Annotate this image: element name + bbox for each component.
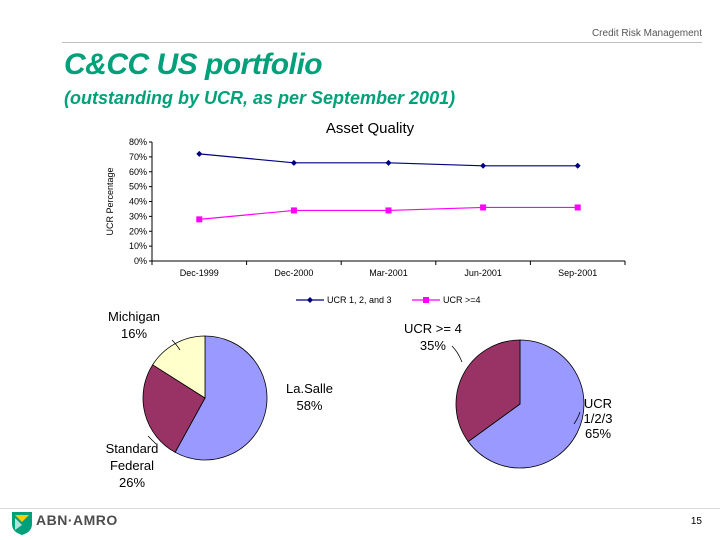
header-section-label: Credit Risk Management <box>591 28 702 39</box>
y-tick-label: 80% <box>129 137 147 147</box>
pie2-label-ucr123: UCR 1/2/3 65% <box>582 396 614 441</box>
line-chart-ylabel: UCR Percentage <box>105 167 115 235</box>
series-2-point <box>574 204 581 211</box>
slide-subtitle: (outstanding by UCR, as per September 20… <box>64 88 456 108</box>
x-tick-label: Dec-2000 <box>274 268 313 278</box>
pie1-leader-standard-federal <box>147 435 157 445</box>
pie1-slice-standard-federal <box>142 364 206 453</box>
series-2-point <box>480 204 487 211</box>
x-tick-label: Sep-2001 <box>558 268 597 278</box>
pie2-leader-ucr123 <box>573 411 581 425</box>
series-1-point <box>385 159 392 166</box>
legend-label-1: UCR 1, 2, and 3 <box>327 295 392 305</box>
slide-title: C&CC US portfolio <box>64 48 323 81</box>
abn-amro-shield-icon <box>12 512 32 535</box>
asset-quality-line-chart: Asset Quality UCR Percentage 0% 10% 20% 30% 40… <box>105 120 626 305</box>
y-tick-label: 30% <box>129 211 147 221</box>
series-1-point <box>574 162 581 169</box>
x-tick-label: Jun-2001 <box>464 268 502 278</box>
header-divider <box>62 42 702 43</box>
pie1-label-lasalle: La.Salle 58% <box>286 380 333 414</box>
pie2-label-ucr4: UCR >= 4 35% <box>404 320 462 354</box>
pie1-label-lasalle-value: 58% <box>296 398 323 413</box>
pie-chart-by-ucr <box>451 339 585 469</box>
y-tick-label: 60% <box>129 167 147 177</box>
page-number: 15 <box>690 516 702 527</box>
y-tick-label: 0% <box>134 256 147 266</box>
pie2-leader-ucr4 <box>451 345 463 363</box>
series-1-point <box>480 162 487 169</box>
y-tick-label: 50% <box>129 182 147 192</box>
pie1-label-standard-federal-value: 26% <box>118 475 146 490</box>
series-2-point <box>385 207 392 214</box>
pie2-label-ucr123-value: 65% <box>584 426 612 441</box>
pie1-label-standard-federal: Standard Federal 26% <box>98 440 166 491</box>
pie1-slice-la-salle <box>174 335 268 461</box>
pie2-label-ucr4-value: 35% <box>419 338 446 353</box>
y-tick-label: 70% <box>129 152 147 162</box>
legend-marker-1 <box>307 297 313 303</box>
legend-marker-2 <box>423 297 429 303</box>
series-2-point <box>196 216 203 223</box>
y-tick-label: 20% <box>129 226 147 236</box>
x-tick-label: Mar-2001 <box>369 268 408 278</box>
pie1-leader-michigan <box>171 339 181 351</box>
pie2-slice-ucr-4 <box>455 339 521 443</box>
series-1-point <box>290 159 297 166</box>
y-tick-label: 40% <box>129 197 147 207</box>
y-tick-label: 10% <box>129 241 147 251</box>
pie1-label-michigan-value: 16% <box>121 326 148 341</box>
abn-amro-logo-text: ABN·AMRO <box>36 512 118 528</box>
pie1-label-standard-federal-name: Standard Federal <box>105 441 159 473</box>
pie-chart-by-bank <box>142 335 268 461</box>
x-tick-label: Dec-1999 <box>180 268 219 278</box>
footer-divider <box>0 508 720 509</box>
legend-label-2: UCR >=4 <box>443 295 481 305</box>
pie2-slice-ucr-1-2-3 <box>467 339 585 469</box>
pie2-label-ucr123-name: UCR 1/2/3 <box>583 396 613 426</box>
series-2-point <box>290 207 297 214</box>
line-chart-title: Asset Quality <box>326 120 415 137</box>
series-1-point <box>196 150 203 157</box>
pie2-label-ucr4-name: UCR >= 4 <box>404 321 462 336</box>
pie1-label-michigan: Michigan 16% <box>108 308 160 342</box>
pie1-label-michigan-name: Michigan <box>108 309 161 324</box>
pie1-label-lasalle-name: La.Salle <box>286 381 333 396</box>
